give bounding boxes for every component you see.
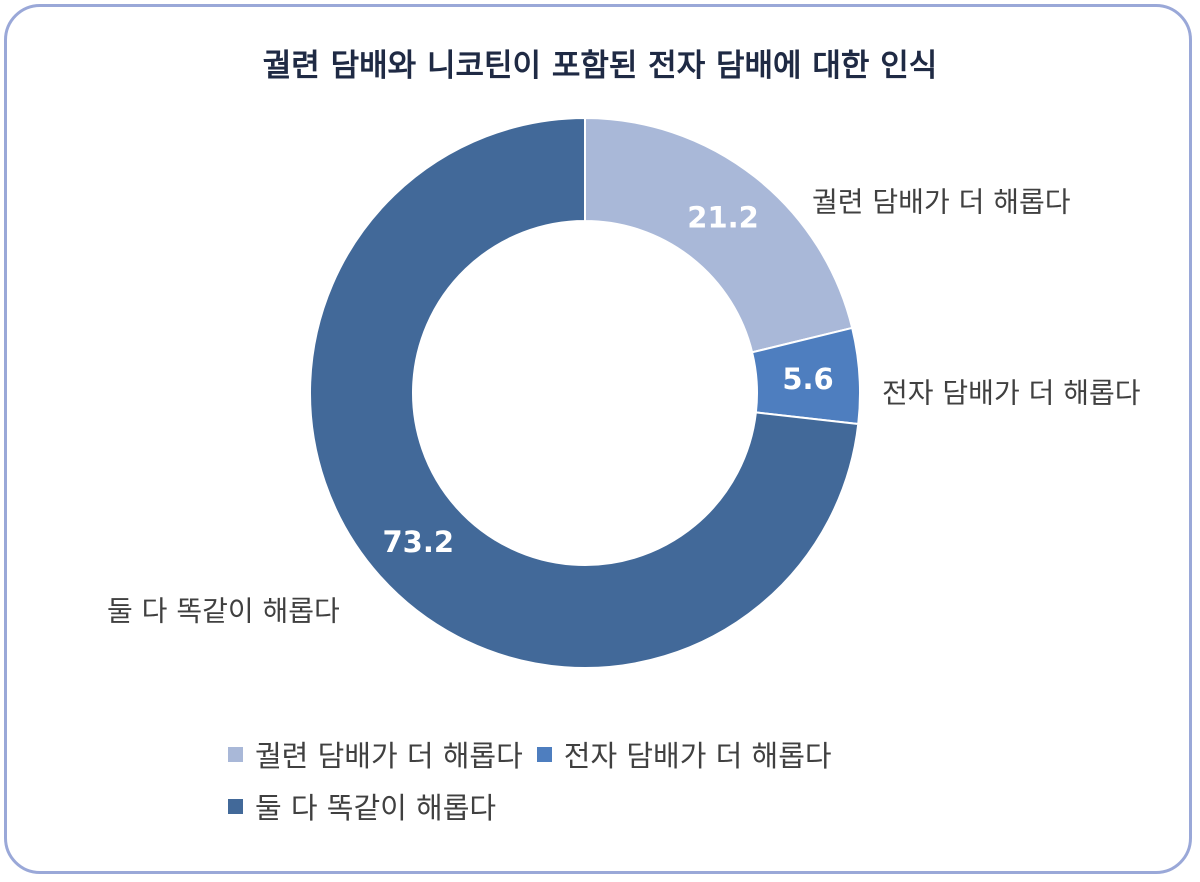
value-label-cigarette: 21.2 bbox=[687, 200, 759, 234]
value-labels: 21.2 5.6 73.2 bbox=[383, 200, 834, 559]
legend-swatch-ecig bbox=[536, 746, 552, 762]
slice-cigarette bbox=[584, 116, 854, 354]
legend: 궐련 담배가 더 해롭다 전자 담배가 더 해롭다 둘 다 똑같이 해롭다 bbox=[228, 728, 988, 832]
chart-title: 궐련 담배와 니코틴이 포함된 전자 담배에 대한 인식 bbox=[262, 48, 938, 84]
legend-label-ecig: 전자 담배가 더 해롭다 bbox=[563, 739, 832, 773]
legend-label-both: 둘 다 똑같이 해롭다 bbox=[255, 791, 497, 825]
category-label-both: 둘 다 똑같이 해롭다 bbox=[107, 595, 340, 628]
slice-both bbox=[309, 116, 860, 669]
legend-item-cigarette: 궐련 담배가 더 해롭다 bbox=[228, 733, 523, 775]
legend-item-ecig: 전자 담배가 더 해롭다 bbox=[536, 733, 832, 775]
legend-swatch-both bbox=[228, 798, 243, 814]
value-label-ecig: 5.6 bbox=[782, 362, 833, 396]
legend-item-both: 둘 다 똑같이 해롭다 bbox=[228, 785, 496, 827]
donut-slices bbox=[309, 116, 861, 669]
category-label-cigarette: 궐련 담배가 더 해롭다 bbox=[812, 186, 1071, 219]
legend-label-cigarette: 궐련 담배가 더 해롭다 bbox=[255, 739, 523, 773]
category-label-ecig: 전자 담배가 더 해롭다 bbox=[882, 377, 1141, 410]
legend-swatch-cigarette bbox=[228, 746, 243, 762]
value-label-both: 73.2 bbox=[383, 525, 455, 559]
legend-row-2: 둘 다 똑같이 해롭다 bbox=[228, 780, 988, 832]
legend-row-1: 궐련 담배가 더 해롭다 전자 담배가 더 해롭다 bbox=[228, 728, 988, 780]
